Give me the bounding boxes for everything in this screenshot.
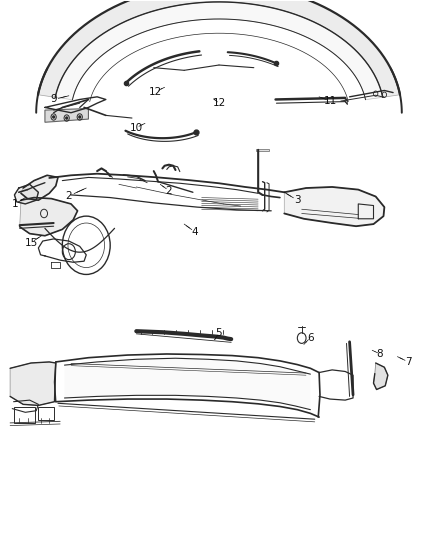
Polygon shape (20, 198, 78, 236)
Text: 15: 15 (25, 238, 38, 248)
Bar (39, 407, 53, 420)
Text: 5: 5 (215, 328, 223, 338)
Bar (14, 407, 35, 423)
Text: 2: 2 (66, 191, 72, 201)
Polygon shape (374, 363, 388, 390)
Text: 1: 1 (12, 199, 19, 209)
Text: 10: 10 (130, 123, 143, 133)
Polygon shape (38, 0, 400, 98)
Circle shape (79, 116, 81, 118)
Polygon shape (284, 187, 385, 226)
Text: 4: 4 (192, 227, 198, 237)
Text: 8: 8 (377, 349, 383, 359)
Polygon shape (256, 149, 269, 151)
Text: 9: 9 (50, 94, 57, 104)
Polygon shape (10, 362, 56, 406)
Text: 3: 3 (294, 195, 300, 205)
Polygon shape (64, 358, 311, 410)
Polygon shape (14, 184, 39, 204)
Text: 12: 12 (149, 86, 162, 96)
Text: 7: 7 (405, 357, 412, 367)
Circle shape (66, 117, 67, 119)
Polygon shape (45, 109, 88, 122)
Polygon shape (345, 98, 347, 104)
Text: 11: 11 (323, 96, 337, 106)
Polygon shape (55, 2, 383, 100)
Text: 6: 6 (307, 333, 314, 343)
Text: 12: 12 (212, 98, 226, 108)
Text: 2: 2 (166, 185, 172, 196)
Polygon shape (21, 175, 58, 200)
Circle shape (53, 116, 54, 118)
